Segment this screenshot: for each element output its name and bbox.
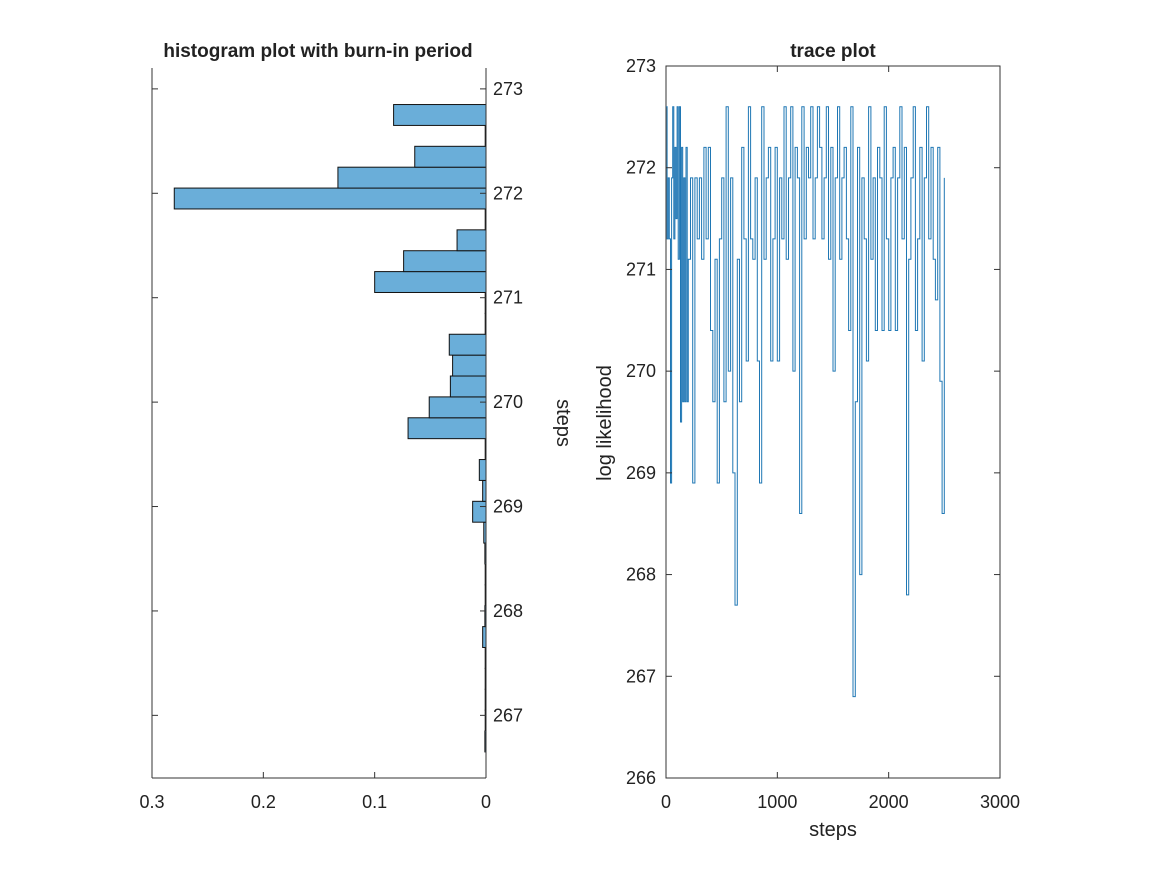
histogram-bar [448, 333, 487, 356]
trace-x-tick-label: 3000 [980, 792, 1020, 812]
histogram-y-label: steps [552, 399, 574, 447]
histogram-bar [482, 626, 487, 648]
histogram-x-ticks: 0.3 0.2 0.1 0 [139, 772, 491, 812]
histogram-x-tick-label: 0 [481, 792, 491, 812]
histogram-y-tick-label: 273 [493, 79, 523, 99]
histogram-title: histogram plot with burn-in period [163, 41, 472, 62]
histogram-bar [403, 250, 487, 273]
histogram-bar [407, 417, 487, 440]
histogram-bar [374, 271, 487, 293]
histogram-bar [452, 354, 487, 377]
histogram-y-tick-label: 268 [493, 601, 523, 621]
histogram-bar [428, 396, 487, 419]
histogram-bar [414, 145, 487, 168]
histogram-y-tick-label: 270 [493, 392, 523, 412]
trace-y-tick-label: 266 [626, 768, 656, 788]
histogram-bar [393, 104, 487, 126]
histogram-bar [456, 229, 487, 252]
histogram-x-tick-label: 0.2 [251, 792, 276, 812]
trace-chart: trace plot 0 1000 2000 3000 266 267 268 269 270… [594, 41, 1020, 841]
trace-y-tick-label: 273 [626, 56, 656, 76]
histogram-bar [449, 375, 487, 398]
histogram-y-ticks: 267 268 269 270 271 272 273 [152, 79, 523, 725]
histogram-chart: histogram plot with burn-in period 0.3 0.… [139, 41, 574, 812]
trace-x-tick-label: 2000 [869, 792, 909, 812]
trace-title: trace plot [790, 41, 876, 62]
histogram-x-tick-label: 0.1 [362, 792, 387, 812]
histogram-y-tick-label: 271 [493, 288, 523, 308]
histogram-bar [173, 187, 487, 210]
trace-y-tick-label: 272 [626, 158, 656, 178]
trace-x-tick-label: 1000 [757, 792, 797, 812]
trace-y-tick-label: 268 [626, 565, 656, 585]
trace-y-ticks: 266 267 268 269 270 271 272 273 [626, 56, 1000, 788]
trace-y-label: log likelihood [594, 365, 616, 481]
trace-y-tick-label: 267 [626, 666, 656, 686]
histogram-bar [472, 500, 487, 523]
histogram-bar [478, 459, 487, 481]
histogram-y-tick-label: 267 [493, 705, 523, 725]
histogram-bars [173, 104, 487, 753]
histogram-y-tick-label: 272 [493, 183, 523, 203]
trace-x-ticks: 0 1000 2000 3000 [661, 66, 1020, 812]
histogram-y-tick-label: 269 [493, 497, 523, 517]
histogram-x-tick-label: 0.3 [139, 792, 164, 812]
trace-x-label: steps [809, 819, 857, 841]
trace-line [666, 106, 945, 698]
trace-y-tick-label: 270 [626, 361, 656, 381]
trace-y-tick-label: 269 [626, 463, 656, 483]
trace-x-tick-label: 0 [661, 792, 671, 812]
trace-y-tick-label: 271 [626, 259, 656, 279]
histogram-bar [337, 166, 487, 189]
trace-axes-box [665, 65, 1001, 779]
histogram-bar [482, 479, 487, 502]
